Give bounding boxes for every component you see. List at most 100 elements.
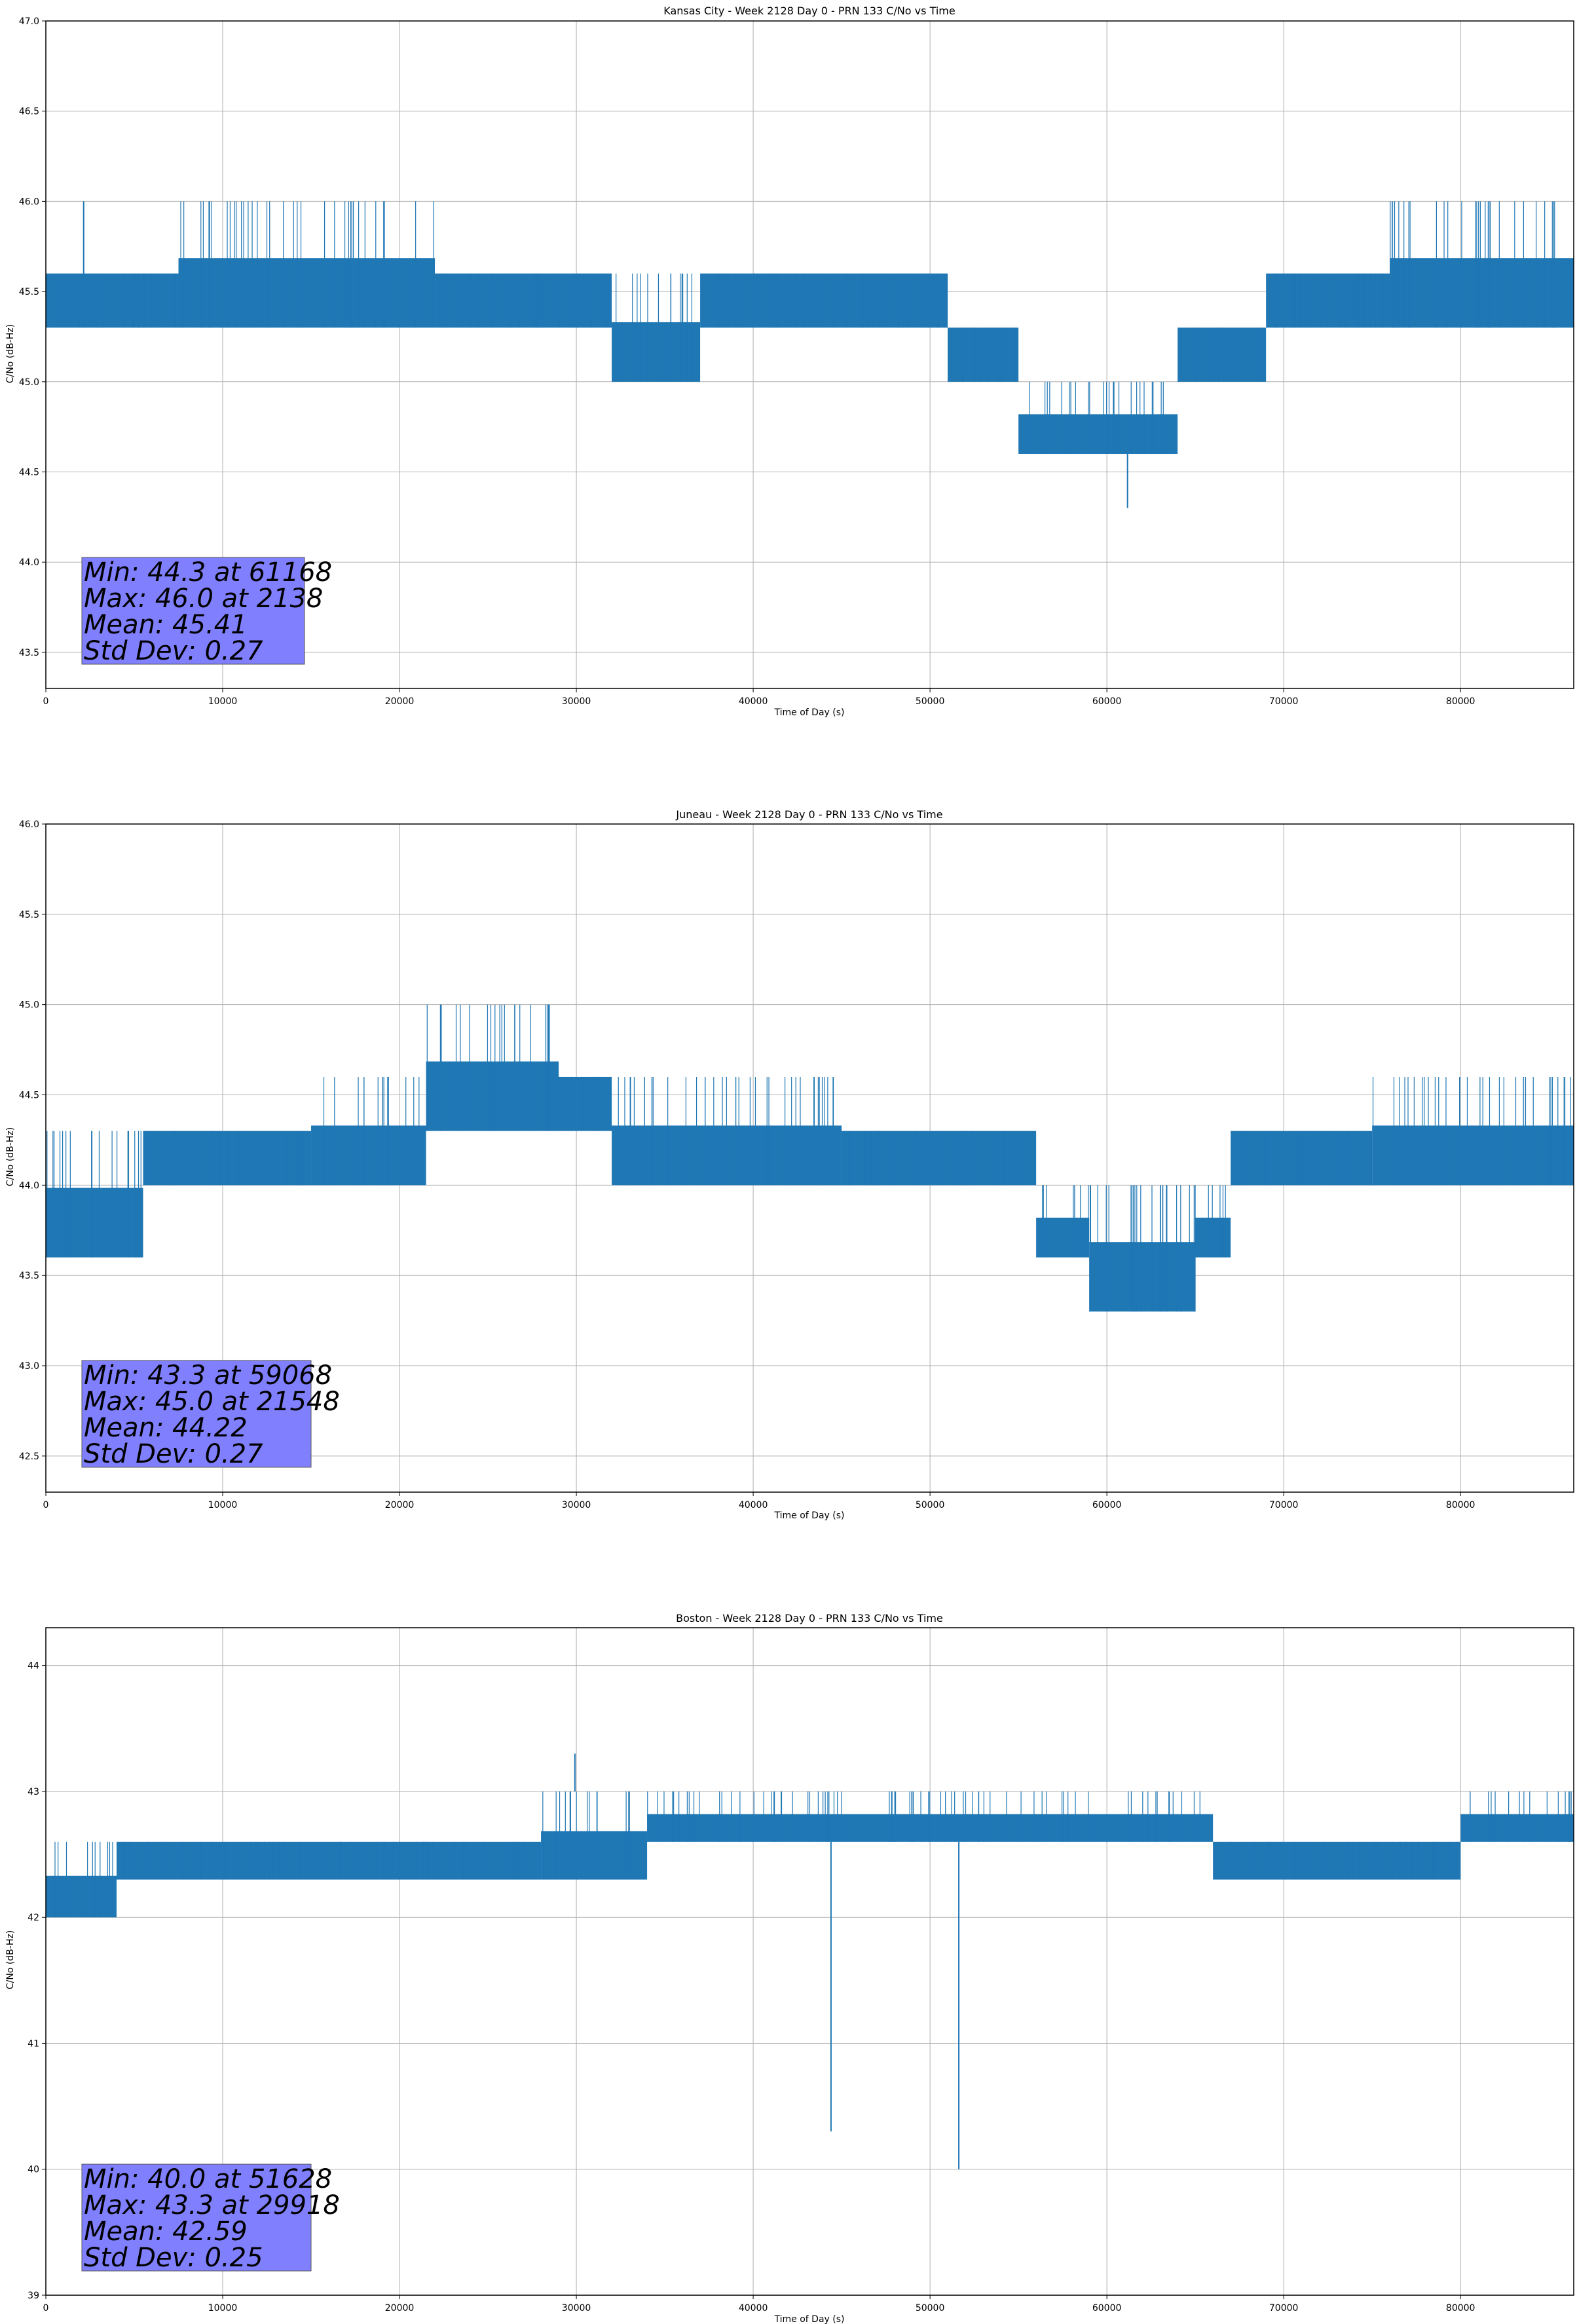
y-axis-label: C/No (dB-Hz) xyxy=(5,324,16,383)
chart-title: Kansas City - Week 2128 Day 0 - PRN 133 … xyxy=(663,5,955,17)
plot-frame xyxy=(45,823,1574,1493)
data-band xyxy=(612,322,701,382)
data-band xyxy=(143,1131,312,1186)
chart-panel-boston: Boston - Week 2128 Day 0 - PRN 133 C/No … xyxy=(5,1612,1574,2324)
data-band xyxy=(46,273,179,328)
data-band xyxy=(435,273,612,328)
x-axis-label: Time of Day (s) xyxy=(774,707,845,718)
data-band xyxy=(1460,1814,1574,1842)
data-band xyxy=(46,1188,143,1258)
y-tick-label: 41 xyxy=(28,2038,39,2049)
x-tick-label: 70000 xyxy=(1269,2303,1299,2314)
stats-mean: Mean: 42.59 xyxy=(84,2217,248,2247)
x-tick-label: 70000 xyxy=(1269,1500,1299,1510)
x-tick-label: 80000 xyxy=(1446,696,1475,707)
data-band xyxy=(895,1814,1214,1842)
chart-title: Juneau - Week 2128 Day 0 - PRN 133 C/No … xyxy=(675,808,942,821)
x-tick-label: 40000 xyxy=(739,2303,768,2314)
chart-panel-juneau: Juneau - Week 2128 Day 0 - PRN 133 C/No … xyxy=(5,808,1574,1521)
data-band xyxy=(700,273,948,328)
data-band xyxy=(647,1814,895,1842)
data-band xyxy=(1178,328,1267,382)
x-axis-label: Time of Day (s) xyxy=(774,1510,845,1521)
y-tick-label: 40 xyxy=(28,2165,39,2175)
stats-std-dev: Std Dev: 0.25 xyxy=(84,2243,263,2273)
data-band xyxy=(559,1076,612,1131)
stats-box: Min: 43.3 at 59068 Max: 45.0 at 21548 Me… xyxy=(81,1360,340,1469)
y-axis-label: C/No (dB-Hz) xyxy=(5,1930,16,1989)
y-ticks: 42.5 43.0 43.5 44.0 44.5 45.0 45.5 46.0 xyxy=(19,819,46,1462)
y-ticks: 43.5 44.0 44.5 45.0 45.5 46.0 46.5 47.0 xyxy=(19,16,46,658)
chart-panel-kansas-city: Kansas City - Week 2128 Day 0 - PRN 133 … xyxy=(5,5,1574,718)
data-band xyxy=(1089,1242,1196,1312)
data-band xyxy=(426,1061,559,1131)
chart-title: Boston - Week 2128 Day 0 - PRN 133 C/No … xyxy=(676,1612,943,1624)
data-band xyxy=(1018,414,1178,454)
y-tick-label: 45.5 xyxy=(19,287,39,297)
stats-min: Min: 40.0 at 51628 xyxy=(84,2164,332,2194)
axes xyxy=(45,20,1574,689)
y-tick-label: 43.5 xyxy=(19,648,39,658)
x-tick-label: 70000 xyxy=(1269,696,1299,707)
stats-box: Min: 44.3 at 61168 Max: 46.0 at 2138 Mea… xyxy=(81,557,332,666)
x-tick-label: 80000 xyxy=(1446,1500,1475,1510)
y-tick-label: 46.0 xyxy=(19,197,39,207)
data-band xyxy=(178,258,436,328)
x-tick-label: 10000 xyxy=(208,1500,238,1510)
stats-min: Min: 44.3 at 61168 xyxy=(84,557,332,588)
stats-max: Max: 45.0 at 21548 xyxy=(84,1387,340,1417)
y-tick-label: 45.0 xyxy=(19,1000,39,1011)
x-ticks: 0 10000 20000 30000 40000 50000 60000 70000 8000… xyxy=(43,1492,1475,1510)
x-tick-label: 60000 xyxy=(1092,2303,1122,2314)
y-ticks: 39 40 41 42 43 44 xyxy=(28,1661,46,2301)
y-tick-label: 45.5 xyxy=(19,910,39,920)
y-tick-label: 42.5 xyxy=(19,1452,39,1462)
stats-max: Max: 46.0 at 2138 xyxy=(84,584,323,614)
plot-frame xyxy=(45,1627,1574,2296)
axes xyxy=(45,823,1574,1493)
stats-max: Max: 43.3 at 29918 xyxy=(84,2190,340,2221)
y-tick-label: 44 xyxy=(28,1661,39,1672)
x-tick-label: 60000 xyxy=(1092,696,1122,707)
x-tick-label: 40000 xyxy=(739,696,768,707)
stats-box-background xyxy=(81,2164,312,2272)
y-tick-label: 44.5 xyxy=(19,468,39,478)
data-band xyxy=(1390,258,1574,328)
data-band xyxy=(1036,1217,1090,1258)
data-band xyxy=(948,328,1019,382)
y-tick-label: 43.5 xyxy=(19,1271,39,1281)
x-ticks: 0 10000 20000 30000 40000 50000 60000 70000 8000… xyxy=(43,2295,1475,2314)
data-series xyxy=(46,1004,1574,1312)
stats-box-background xyxy=(81,557,305,665)
data-band xyxy=(1213,1841,1461,1880)
data-band xyxy=(117,1841,542,1880)
x-tick-label: 0 xyxy=(43,1500,49,1510)
x-axis-label: Time of Day (s) xyxy=(774,2314,845,2324)
y-tick-label: 44.5 xyxy=(19,1091,39,1101)
x-ticks: 0 10000 20000 30000 40000 50000 60000 70000 8000… xyxy=(43,688,1475,707)
stats-mean: Mean: 45.41 xyxy=(84,610,248,640)
data-series xyxy=(46,201,1574,508)
x-tick-label: 60000 xyxy=(1092,1500,1122,1510)
x-tick-label: 50000 xyxy=(916,2303,945,2314)
y-tick-label: 44.0 xyxy=(19,557,39,568)
axes xyxy=(45,1627,1574,2296)
y-tick-label: 42 xyxy=(28,1913,39,1923)
y-tick-label: 45.0 xyxy=(19,377,39,388)
data-band xyxy=(1195,1217,1231,1258)
y-tick-label: 43 xyxy=(28,1787,39,1797)
data-band xyxy=(1231,1131,1373,1186)
x-tick-label: 0 xyxy=(43,2303,49,2314)
x-tick-label: 0 xyxy=(43,696,49,707)
x-tick-label: 30000 xyxy=(562,696,591,707)
plot-frame xyxy=(45,20,1574,689)
x-tick-label: 40000 xyxy=(739,1500,768,1510)
data-series xyxy=(46,1753,1574,2169)
y-tick-label: 44.0 xyxy=(19,1180,39,1191)
stats-std-dev: Std Dev: 0.27 xyxy=(84,636,263,666)
data-band xyxy=(1266,273,1390,328)
stats-box-background xyxy=(81,1360,312,1468)
y-tick-label: 47.0 xyxy=(19,16,39,27)
stats-mean: Mean: 44.22 xyxy=(84,1413,248,1443)
